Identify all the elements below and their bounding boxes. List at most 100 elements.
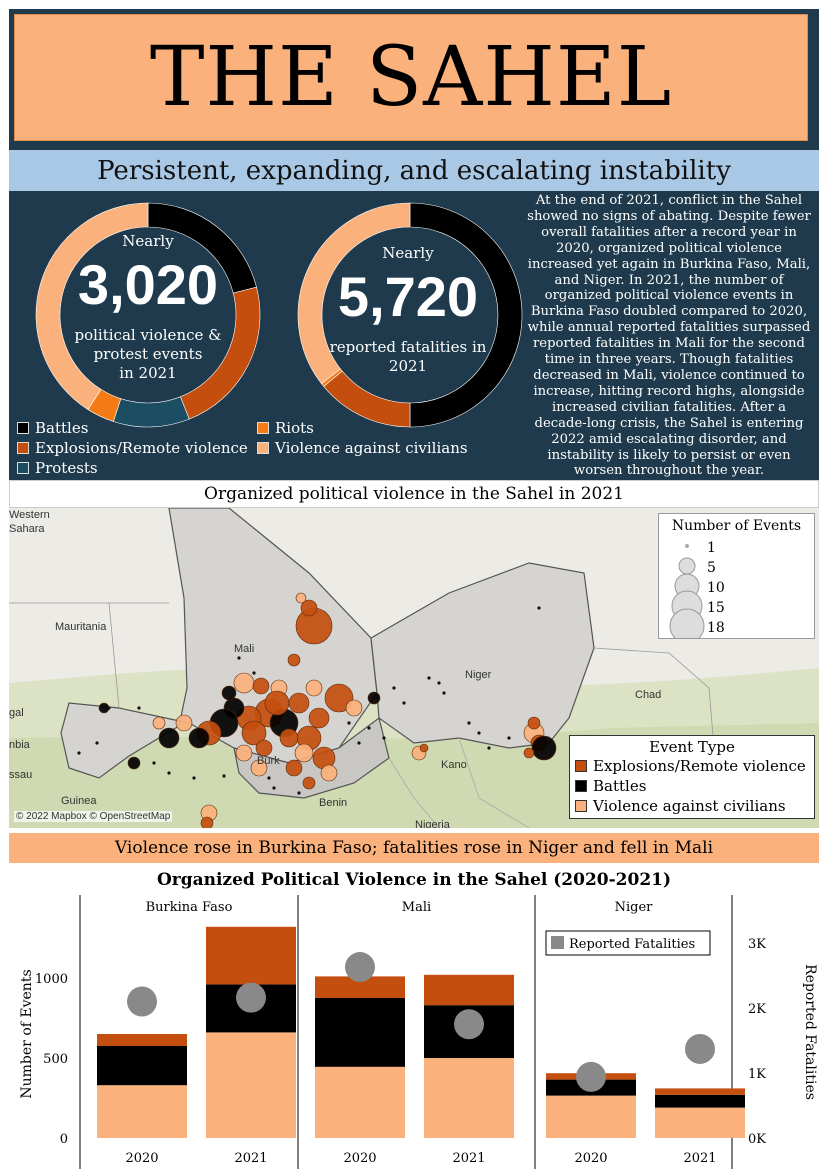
event-point-small bbox=[477, 731, 481, 735]
event-point-small bbox=[402, 701, 406, 705]
event-point bbox=[175, 714, 193, 732]
legend-label: Battles bbox=[35, 419, 89, 437]
bar-violence-against-civilians bbox=[97, 1085, 187, 1138]
bar-violence-against-civilians bbox=[206, 1032, 296, 1138]
legend-riots: Riots bbox=[257, 419, 314, 437]
size-label: 1 bbox=[707, 540, 716, 556]
donut-events-value: 3,020 bbox=[77, 253, 219, 316]
event-point-small bbox=[222, 774, 226, 778]
size-label: 18 bbox=[707, 620, 725, 636]
size-circle-1 bbox=[685, 544, 689, 548]
event-point bbox=[308, 707, 330, 729]
bar-violence-against-civilians bbox=[424, 1058, 514, 1138]
event-point bbox=[255, 739, 273, 757]
legend-label: Explosions/Remote violence bbox=[35, 439, 248, 457]
bar-explosions-remote-violence bbox=[315, 976, 405, 998]
label-sahara: Sahara bbox=[9, 523, 45, 535]
size-label: 10 bbox=[707, 580, 725, 596]
event-point-small bbox=[167, 771, 171, 775]
bar-violence-against-civilians bbox=[546, 1095, 636, 1138]
label-benin: Benin bbox=[319, 797, 347, 809]
x-tick-label: 2020 bbox=[574, 1151, 607, 1166]
event-point bbox=[324, 683, 354, 713]
legend-label: Explosions/Remote violence bbox=[593, 757, 806, 775]
bar-battles bbox=[315, 998, 405, 1067]
panel-label: Burkina Faso bbox=[146, 900, 233, 915]
size-label: 5 bbox=[707, 560, 716, 576]
event-point-small bbox=[267, 776, 271, 780]
event-point-small bbox=[537, 606, 541, 610]
legend-civilians: Violence against civilians bbox=[257, 439, 468, 457]
size-legend-circles bbox=[669, 544, 705, 638]
event-point bbox=[345, 699, 363, 717]
label-chad: Chad bbox=[635, 689, 661, 701]
event-point-small bbox=[272, 786, 276, 790]
donut-slice-explosions-remote-violence bbox=[323, 370, 411, 428]
fatalities-legend-box bbox=[545, 930, 711, 956]
size-legend-title: Number of Events bbox=[671, 518, 802, 534]
border-lines-south bbox=[388, 737, 530, 828]
event-point bbox=[279, 728, 299, 748]
event-point bbox=[127, 756, 141, 770]
map-header: Organized political violence in the Sahe… bbox=[9, 480, 819, 508]
event-point-small bbox=[152, 761, 156, 765]
label-nigeria: Nigeria bbox=[415, 819, 451, 828]
event-point bbox=[295, 592, 307, 604]
caption-line: protest events bbox=[93, 345, 203, 363]
donut-fatalities-caption: reported fatalities in 2021 bbox=[320, 338, 496, 376]
map-credit[interactable]: © 2022 Mapbox © OpenStreetMap bbox=[14, 811, 173, 822]
summary-text: At the end of 2021, conflict in the Sahe… bbox=[527, 193, 811, 479]
caption-line: political violence & bbox=[74, 326, 222, 344]
event-point bbox=[367, 691, 381, 705]
civilians-swatch bbox=[575, 800, 587, 812]
subtitle: Persistent, expanding, and escalating in… bbox=[9, 150, 819, 191]
label-guinea: Guinea bbox=[61, 795, 97, 807]
donut-events bbox=[35, 202, 261, 428]
bar-explosions-remote-violence bbox=[424, 974, 514, 1006]
niger-shape bbox=[370, 562, 595, 749]
x-tick-label: 2021 bbox=[452, 1151, 485, 1166]
event-legend-title: Event Type bbox=[649, 738, 735, 756]
event-point-small bbox=[357, 741, 361, 745]
bar-chart: 0 500 1000 0K 1K 2K 3K Burkina Faso 2020 2021 Mali… bbox=[19, 895, 818, 1169]
event-point bbox=[320, 764, 338, 782]
bar-violence-against-civilians bbox=[315, 1066, 405, 1138]
legend-label: Violence against civilians bbox=[275, 439, 468, 457]
battles-swatch bbox=[575, 780, 587, 792]
event-points bbox=[77, 592, 557, 828]
y-axis-title: Number of Events bbox=[19, 969, 35, 1098]
size-circle-5 bbox=[678, 557, 696, 575]
event-point-small bbox=[347, 721, 351, 725]
label-mali: Mali bbox=[234, 643, 254, 655]
bar-battles bbox=[655, 1094, 745, 1108]
bar-explosions-remote-violence bbox=[655, 1088, 745, 1095]
event-point-small bbox=[382, 736, 386, 740]
fatalities-point bbox=[576, 1061, 606, 1092]
event-point-small bbox=[427, 676, 431, 680]
legend-label: Violence against civilians bbox=[593, 797, 786, 815]
donut-slice-protests bbox=[113, 396, 190, 428]
event-point-small bbox=[137, 706, 141, 710]
bar-battles bbox=[97, 1046, 187, 1086]
bar-violence-against-civilians bbox=[655, 1107, 745, 1138]
donut-charts bbox=[35, 202, 523, 428]
legend-label: Battles bbox=[593, 777, 647, 795]
stats-panel bbox=[9, 191, 819, 480]
bar-explosions-remote-violence bbox=[97, 1034, 187, 1046]
size-circle-18 bbox=[669, 608, 705, 638]
event-point bbox=[300, 599, 318, 617]
panel-label: Mali bbox=[402, 900, 431, 915]
event-point-small bbox=[392, 686, 396, 690]
explosions-swatch bbox=[17, 442, 29, 454]
donut-slice-violence-against-civilians bbox=[297, 202, 411, 385]
legend-label: Riots bbox=[275, 419, 314, 437]
title-banner-inner bbox=[14, 14, 808, 141]
chart-title: Organized Political Violence in the Sahe… bbox=[156, 870, 672, 890]
event-point bbox=[531, 735, 557, 761]
label-western: Western bbox=[9, 509, 50, 521]
event-point bbox=[158, 727, 180, 749]
donut-slice-violence-against-civilians bbox=[35, 202, 149, 410]
label-mauritania: Mauritania bbox=[55, 621, 107, 633]
event-point bbox=[527, 716, 541, 730]
y-tick-label-right: 1K bbox=[748, 1067, 766, 1082]
